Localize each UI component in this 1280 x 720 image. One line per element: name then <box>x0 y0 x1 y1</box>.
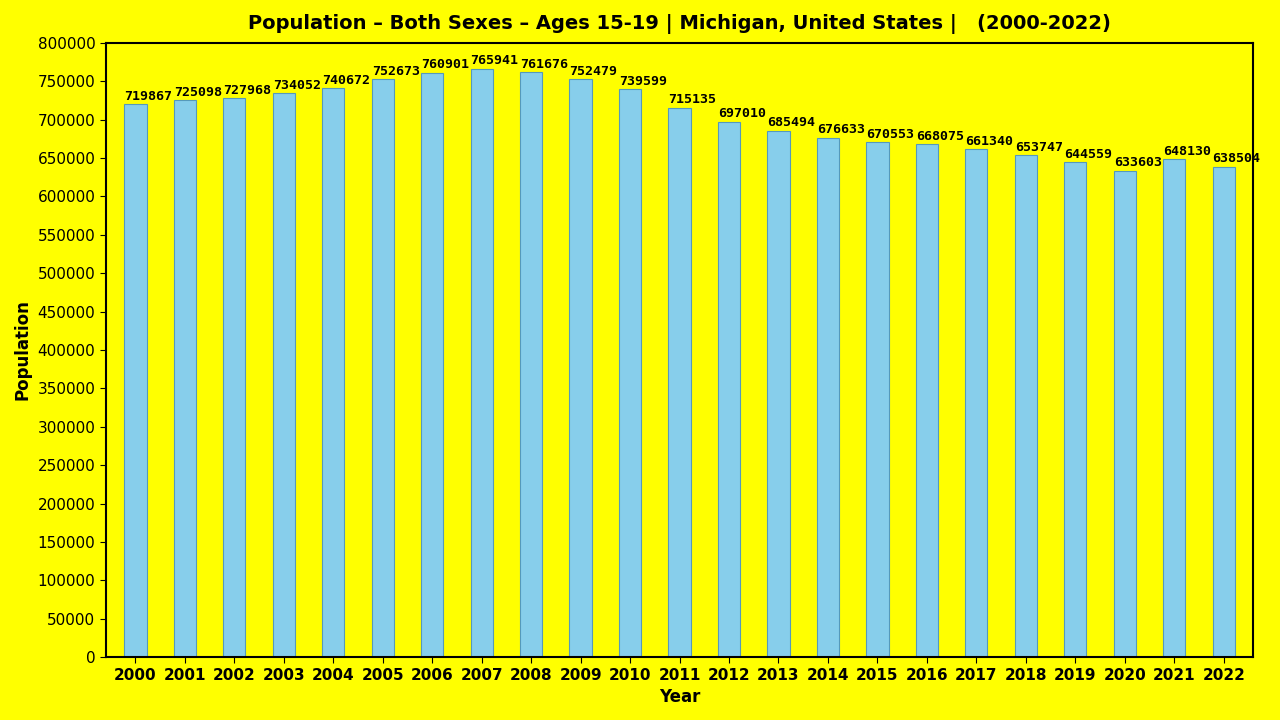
Text: 719867: 719867 <box>124 90 173 103</box>
Bar <box>124 104 146 657</box>
Text: 734052: 734052 <box>273 79 321 92</box>
Text: 668075: 668075 <box>915 130 964 143</box>
Bar <box>570 79 591 657</box>
Text: 715135: 715135 <box>668 94 717 107</box>
Text: 638504: 638504 <box>1212 152 1261 166</box>
Bar <box>915 144 938 657</box>
Bar <box>965 149 987 657</box>
Text: 739599: 739599 <box>620 75 667 88</box>
Bar <box>1212 167 1235 657</box>
Bar <box>1015 155 1037 657</box>
Bar <box>620 89 641 657</box>
Bar <box>273 94 294 657</box>
Bar <box>768 131 790 657</box>
Bar <box>520 72 543 657</box>
Text: 676633: 676633 <box>817 123 865 136</box>
Bar <box>174 100 196 657</box>
Text: 653747: 653747 <box>1015 140 1062 153</box>
Bar <box>668 108 691 657</box>
Text: 752479: 752479 <box>570 65 617 78</box>
Text: 670553: 670553 <box>867 127 914 140</box>
Text: 644559: 644559 <box>1064 148 1112 161</box>
X-axis label: Year: Year <box>659 688 700 706</box>
Text: 725098: 725098 <box>174 86 221 99</box>
Bar <box>421 73 443 657</box>
Bar <box>323 89 344 657</box>
Text: 727968: 727968 <box>223 84 271 96</box>
Bar <box>371 79 394 657</box>
Text: 648130: 648130 <box>1164 145 1211 158</box>
Bar <box>471 69 493 657</box>
Text: 697010: 697010 <box>718 107 765 120</box>
Bar <box>1064 162 1087 657</box>
Text: 685494: 685494 <box>768 116 815 129</box>
Text: 633603: 633603 <box>1114 156 1162 169</box>
Text: 761676: 761676 <box>520 58 568 71</box>
Bar <box>223 98 246 657</box>
Bar <box>1114 171 1135 657</box>
Title: Population – Both Sexes – Ages 15-19 | Michigan, United States |   (2000-2022): Population – Both Sexes – Ages 15-19 | M… <box>248 14 1111 34</box>
Text: 752673: 752673 <box>371 65 420 78</box>
Bar <box>718 122 740 657</box>
Text: 661340: 661340 <box>965 135 1014 148</box>
Bar <box>817 138 840 657</box>
Text: 760901: 760901 <box>421 58 468 71</box>
Text: 740672: 740672 <box>323 74 370 87</box>
Bar <box>867 142 888 657</box>
Bar <box>1164 159 1185 657</box>
Y-axis label: Population: Population <box>14 300 32 400</box>
Text: 765941: 765941 <box>471 55 518 68</box>
